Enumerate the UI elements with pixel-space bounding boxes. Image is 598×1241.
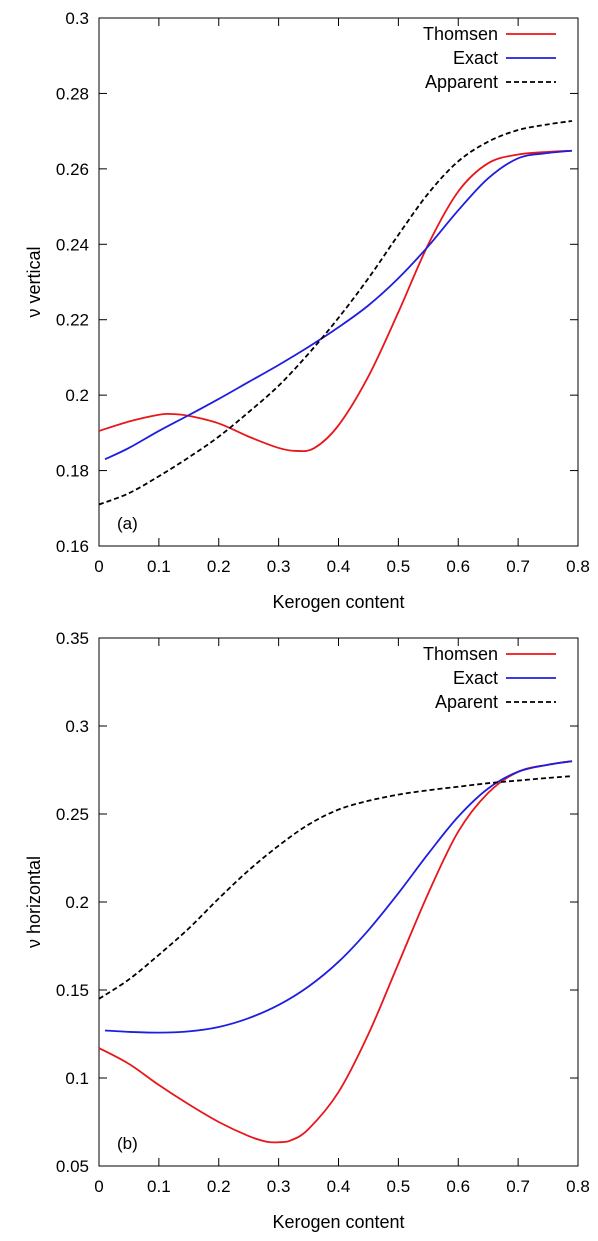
y-tick-label: 0.25 bbox=[56, 805, 89, 824]
x-tick-label: 0 bbox=[94, 557, 103, 576]
x-tick-label: 0.6 bbox=[446, 1177, 470, 1196]
x-tick-label: 0.8 bbox=[566, 557, 590, 576]
x-tick-label: 0.7 bbox=[506, 557, 530, 576]
plot-frame bbox=[98, 17, 579, 547]
panel-label: (b) bbox=[117, 1134, 138, 1153]
y-tick-label: 0.35 bbox=[56, 629, 89, 648]
plot-frame bbox=[98, 637, 579, 1167]
series-line-thomsen bbox=[98, 149, 573, 453]
x-axis-title: Kerogen content bbox=[272, 1212, 404, 1232]
x-tick-label: 0.5 bbox=[387, 557, 411, 576]
y-tick-label: 0.3 bbox=[65, 9, 89, 28]
chart-panel-2: 0 0.1 0.2 0.3 0.4 0.5 0.6 0.7 0.8 0.05 0.1 0.15 0.2 0… bbox=[24, 629, 590, 1232]
x-tick-label: 0.1 bbox=[147, 1177, 171, 1196]
x-tick-label: 0.6 bbox=[446, 557, 470, 576]
y-tick-label: 0.2 bbox=[65, 893, 89, 912]
x-axis-title: Kerogen content bbox=[272, 592, 404, 612]
x-tick-label: 0.4 bbox=[327, 1177, 351, 1196]
y-tick-label: 0.24 bbox=[56, 235, 89, 254]
legend-label-aparent: Aparent bbox=[435, 692, 498, 712]
legend-label-thomsen: Thomsen bbox=[423, 24, 498, 44]
y-axis-title: ν horizontal bbox=[24, 856, 44, 948]
chart-panel-1: 0 0.1 0.2 0.3 0.4 0.5 0.6 0.7 0.8 0.16 0.18 0.2 0.22… bbox=[24, 9, 590, 612]
panel-label: (a) bbox=[117, 514, 138, 533]
x-tick-label: 0.7 bbox=[506, 1177, 530, 1196]
y-tick-label: 0.28 bbox=[56, 84, 89, 103]
series-line-aparent bbox=[98, 775, 573, 1000]
x-tick-label: 0.3 bbox=[267, 1177, 291, 1196]
y-tick-label: 0.16 bbox=[56, 537, 89, 556]
y-tick-label: 0.05 bbox=[56, 1157, 89, 1176]
legend-label-thomsen: Thomsen bbox=[423, 644, 498, 664]
series-line-exact bbox=[104, 760, 573, 1034]
x-tick-label: 0.2 bbox=[207, 1177, 231, 1196]
y-tick-label: 0.3 bbox=[65, 717, 89, 736]
x-tick-label: 0.8 bbox=[566, 1177, 590, 1196]
y-axis-title: ν vertical bbox=[24, 246, 44, 317]
y-tick-label: 0.18 bbox=[56, 462, 89, 481]
series-line-exact bbox=[104, 149, 573, 461]
y-tick-label: 0.2 bbox=[65, 386, 89, 405]
x-tick-label: 0.5 bbox=[387, 1177, 411, 1196]
x-tick-label: 0.3 bbox=[267, 557, 291, 576]
series-line-apparent bbox=[98, 120, 573, 506]
x-tick-label: 0.4 bbox=[327, 557, 351, 576]
y-tick-label: 0.26 bbox=[56, 160, 89, 179]
y-tick-label: 0.15 bbox=[56, 981, 89, 1000]
y-tick-label: 0.1 bbox=[65, 1069, 89, 1088]
legend-label-exact: Exact bbox=[453, 668, 498, 688]
x-tick-label: 0.1 bbox=[147, 557, 171, 576]
legend-label-exact: Exact bbox=[453, 48, 498, 68]
series-line-thomsen bbox=[98, 760, 573, 1144]
legend-label-apparent: Apparent bbox=[425, 72, 498, 92]
x-tick-label: 0 bbox=[94, 1177, 103, 1196]
y-tick-label: 0.22 bbox=[56, 311, 89, 330]
x-tick-label: 0.2 bbox=[207, 557, 231, 576]
